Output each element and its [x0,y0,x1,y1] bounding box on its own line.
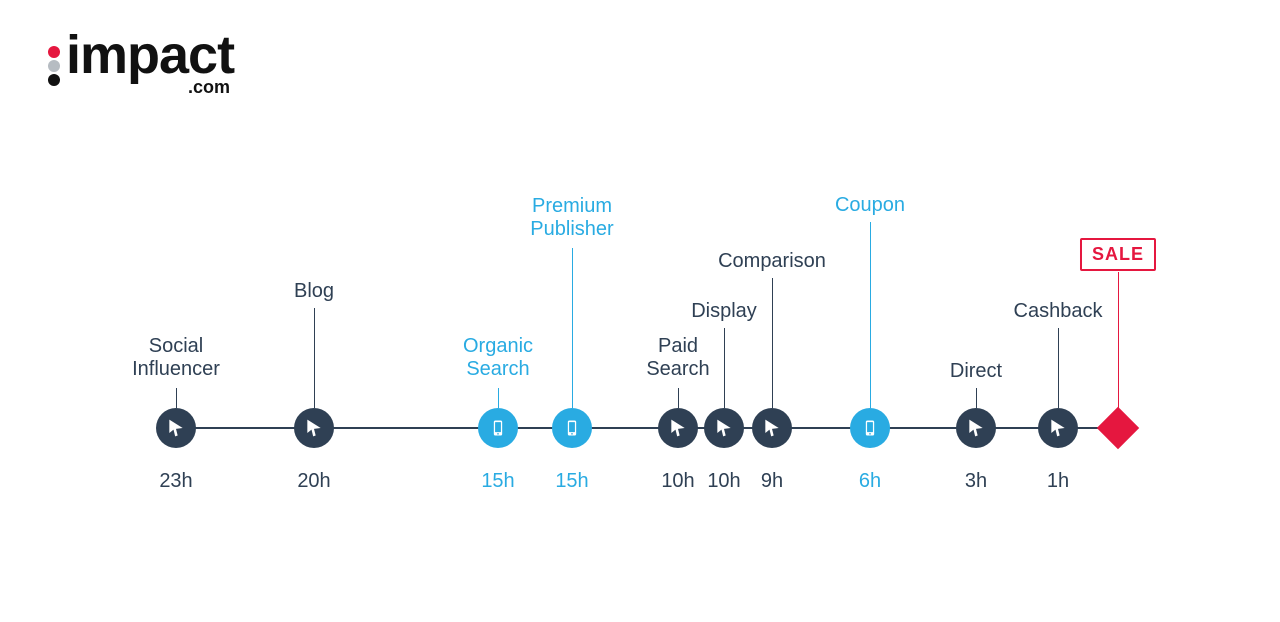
touchpoint-stem [498,388,499,408]
touchpoint-label: Organic Search [463,335,533,381]
touchpoint-time: 1h [1047,470,1069,493]
touchpoint-stem [724,328,725,408]
logo-dots [48,46,60,86]
cursor-icon [752,408,792,448]
touchpoint-time: 3h [965,470,987,493]
touchpoint-time: 15h [555,470,588,493]
touchpoint-label: Comparison [718,250,826,273]
touchpoint-stem [314,308,315,408]
touchpoint-label: Display [691,300,757,323]
mobile-icon [552,408,592,448]
touchpoint-time: 9h [761,470,783,493]
logo-sub: .com [188,78,230,96]
logo-dot-3 [48,74,60,86]
cursor-icon [156,408,196,448]
mobile-icon [850,408,890,448]
touchpoint-stem [772,278,773,408]
canvas: { "logo": { "main": "impact", "sub": ".c… [0,0,1280,622]
touchpoint-label: Blog [294,280,334,303]
cursor-icon [956,408,996,448]
touchpoint-time: 6h [859,470,881,493]
touchpoint-time: 15h [481,470,514,493]
touchpoint-stem [176,388,177,408]
logo: impact .com [48,28,234,96]
cursor-icon [658,408,698,448]
sale-badge: SALE [1080,238,1156,271]
touchpoint-label: Coupon [835,194,905,217]
touchpoint-stem [1058,328,1059,408]
touchpoint-label: Premium Publisher [530,195,613,241]
sale-stem [1118,272,1119,408]
touchpoint-time: 10h [661,470,694,493]
touchpoint-stem [572,248,573,408]
touchpoint-stem [678,388,679,408]
touchpoint-stem [870,222,871,408]
touchpoint-stem [976,388,977,408]
touchpoint-time: 23h [159,470,192,493]
mobile-icon [478,408,518,448]
logo-dot-2 [48,60,60,72]
cursor-icon [704,408,744,448]
touchpoint-label: Paid Search [646,335,709,381]
touchpoint-label: Direct [950,360,1002,383]
logo-text: impact .com [66,28,234,96]
touchpoint-label: Cashback [1014,300,1103,323]
cursor-icon [1038,408,1078,448]
cursor-icon [294,408,334,448]
touchpoint-time: 10h [707,470,740,493]
diamond-icon [1097,407,1139,449]
logo-main: impact [66,28,234,82]
touchpoint-time: 20h [297,470,330,493]
logo-dot-1 [48,46,60,58]
touchpoint-label: Social Influencer [132,335,220,381]
